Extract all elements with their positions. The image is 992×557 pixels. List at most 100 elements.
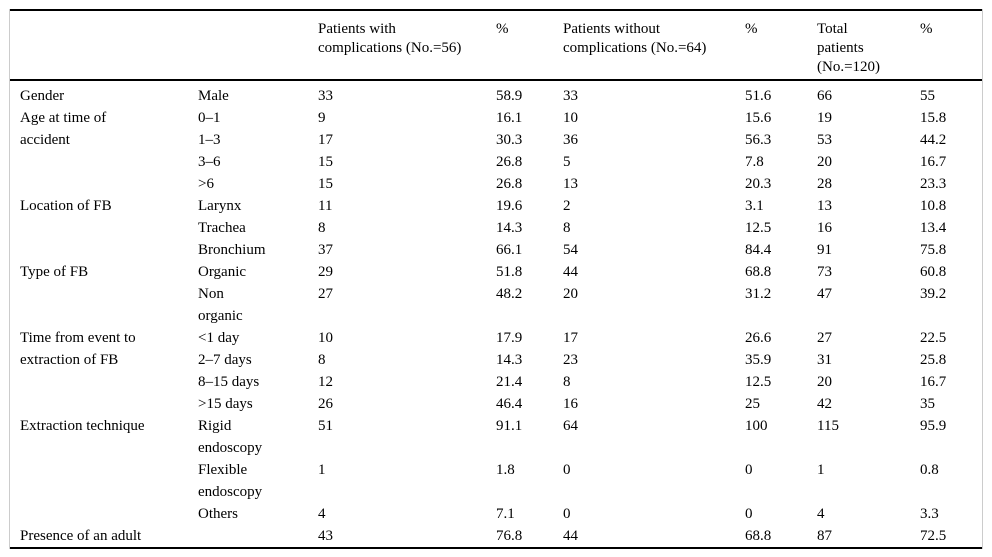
value-cell: 26 (318, 396, 333, 412)
value-cell: 0 (563, 506, 571, 522)
value-cell: 20 (817, 374, 832, 390)
header-total-patients: Total patients (No.=120) (817, 10, 920, 81)
value-cell: 31.2 (745, 286, 772, 302)
value-cell: 23 (563, 352, 578, 368)
table-row: Presence of an adult 43 76.8 44 68.8 87 72.5 (10, 525, 982, 548)
value-cell: 3.3 (920, 506, 939, 522)
header-percent-2: % (745, 10, 817, 81)
value-cell: 13.4 (920, 220, 947, 236)
category-label: Time from event to extraction of FB (20, 330, 136, 368)
category-label: Type of FB (20, 264, 89, 280)
table-container: Patients with complications (No.=56) % P… (9, 9, 983, 549)
value-cell: 15.8 (920, 110, 947, 126)
value-cell: 17 (563, 330, 578, 346)
header-empty-category (10, 10, 198, 81)
value-cell: 20 (817, 154, 832, 170)
header-total-patients-label: Total patients (No.=120) (817, 21, 881, 75)
value-cell: 26.8 (496, 176, 523, 192)
table-row: 8–15 days 12 21.4 8 12.5 20 16.7 (10, 371, 982, 393)
subcategory-label: Bronchium (198, 242, 266, 258)
value-cell: 4 (318, 506, 326, 522)
value-cell: 35 (920, 396, 935, 412)
value-cell: 51 (318, 418, 333, 434)
subcategory-cell: Non organic (198, 283, 318, 327)
subcategory-cell: 0–1 (198, 107, 318, 129)
value-cell: 10.8 (920, 198, 947, 214)
value-cell: 115 (817, 418, 839, 434)
value-cell: 27 (817, 330, 832, 346)
value-cell: 44 (563, 264, 578, 280)
value-cell: 16 (563, 396, 578, 412)
value-cell: 25 (745, 396, 760, 412)
value-cell: 13 (563, 176, 578, 192)
subcategory-cell (198, 525, 318, 548)
value-cell: 48.2 (496, 286, 523, 302)
value-cell: 10 (563, 110, 578, 126)
value-cell: 91 (817, 242, 832, 258)
value-cell: 66.1 (496, 242, 523, 258)
value-cell: 33 (563, 88, 578, 104)
value-cell: 31 (817, 352, 832, 368)
table-body: Gender Male 33 58.9 33 51.6 66 55 Age at time of… (10, 80, 982, 548)
value-cell: 5 (563, 154, 571, 170)
value-cell: 42 (817, 396, 832, 412)
value-cell: 2 (563, 198, 571, 214)
table-row: Bronchium 37 66.1 54 84.4 91 75.8 (10, 239, 982, 261)
value-cell: 25.8 (920, 352, 947, 368)
value-cell: 11 (318, 198, 333, 214)
value-cell: 39.2 (920, 286, 947, 302)
subcategory-label: Flexible endoscopy (198, 462, 263, 500)
category-cell: Time from event to extraction of FB (10, 327, 198, 415)
value-cell: 36 (563, 132, 578, 148)
value-cell: 26.8 (496, 154, 523, 170)
category-cell: Type of FB (10, 261, 198, 327)
subcategory-label: Others (198, 506, 238, 522)
table-row: Location of FB Larynx 11 19.6 2 3.1 13 10.8 (10, 195, 982, 217)
value-cell: 30.3 (496, 132, 523, 148)
table-row: Others 4 7.1 0 0 4 3.3 (10, 503, 982, 525)
value-cell: 56.3 (745, 132, 772, 148)
header-patients-with-complications-label: Patients with complications (No.=56) (318, 21, 462, 56)
subcategory-label: 3–6 (198, 154, 221, 170)
value-cell: 84.4 (745, 242, 772, 258)
table-row: >15 days 26 46.4 16 25 42 35 (10, 393, 982, 415)
table-row: Extraction technique Rigid endoscopy 51 91.… (10, 415, 982, 459)
value-cell: 51.8 (496, 264, 523, 280)
value-cell: 51.6 (745, 88, 772, 104)
value-cell: 13 (817, 198, 832, 214)
header-patients-without-complications: Patients without complications (No.=64) (563, 10, 745, 81)
value-cell: 0 (563, 462, 571, 478)
value-cell: 29 (318, 264, 333, 280)
subcategory-cell: Trachea (198, 217, 318, 239)
value-cell: 76.8 (496, 528, 523, 544)
value-cell: 14.3 (496, 220, 523, 236)
subcategory-cell: 1–3 (198, 129, 318, 151)
value-cell: 19.6 (496, 198, 523, 214)
subcategory-label: Non organic (198, 286, 243, 324)
category-label: Location of FB (20, 198, 112, 214)
table-row: Time from event to extraction of FB <1 da… (10, 327, 982, 368)
subcategory-label: Organic (198, 264, 247, 280)
header-patients-without-complications-label: Patients without complications (No.=64) (563, 21, 707, 56)
value-cell: 68.8 (745, 264, 772, 280)
category-cell: Gender (10, 80, 198, 107)
value-cell: 53 (817, 132, 832, 148)
subcategory-label: 2–7 days (198, 352, 252, 368)
subcategory-cell: 8–15 days (198, 371, 318, 393)
value-cell: 55 (920, 88, 935, 104)
value-cell: 68.8 (745, 528, 772, 544)
header-empty-subcategory (198, 10, 318, 81)
table-row: Age at time of accident 0–1 9 16.1 10 15.6 19 1… (10, 107, 982, 148)
table-row: >6 15 26.8 13 20.3 28 23.3 (10, 173, 982, 195)
subcategory-label: Male (198, 88, 229, 104)
subcategory-cell: >15 days (198, 393, 318, 415)
value-cell: 16.7 (920, 374, 947, 390)
value-cell: 28 (817, 176, 832, 192)
value-cell: 54 (563, 242, 578, 258)
value-cell: 23.3 (920, 176, 947, 192)
value-cell: 16 (817, 220, 832, 236)
subcategory-cell: Male (198, 80, 318, 107)
value-cell: 35.9 (745, 352, 772, 368)
value-cell: 20.3 (745, 176, 772, 192)
value-cell: 26.6 (745, 330, 772, 346)
